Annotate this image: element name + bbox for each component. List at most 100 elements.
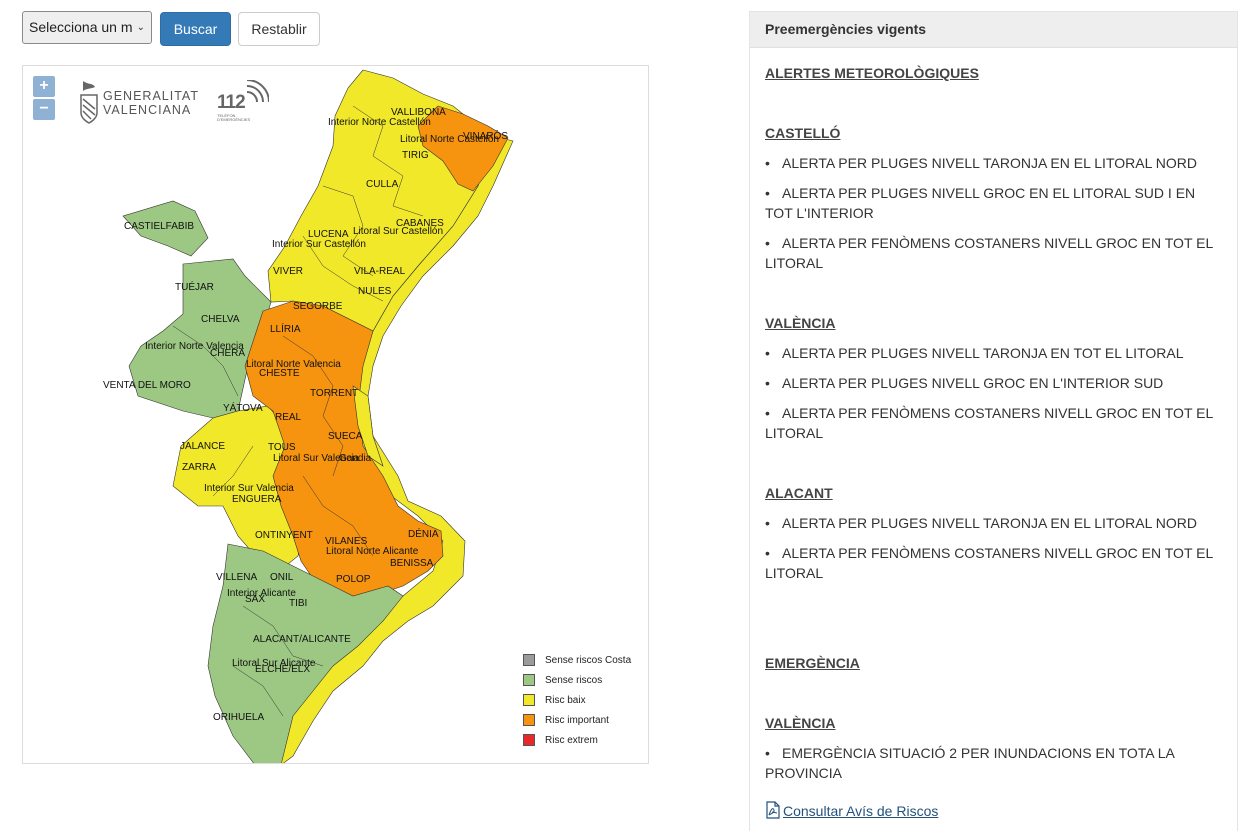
alert-text: ALERTA PER FENÒMENS COSTANERS NIVELL GRO…: [765, 545, 1213, 581]
panel-title: Preemergències vigents: [750, 12, 1237, 48]
legend-swatch: [523, 734, 535, 746]
alert-text: ALERTA PER PLUGES NIVELL GROC EN EL LITO…: [765, 185, 1196, 221]
alert-item: • ALERTA PER FENÒMENS COSTANERS NIVELL GR…: [765, 403, 1225, 443]
map-label: SEGORBE: [293, 301, 343, 312]
legend-swatch: [523, 694, 535, 706]
map-label: VINARÒS: [463, 131, 509, 142]
map-label: TIBI: [289, 598, 308, 609]
legend-swatch: [523, 714, 535, 726]
risk-notice-link-text: Consultar Avís de Riscos: [783, 803, 939, 819]
alerts-heading: ALERTES METEOROLÒGIQUES: [765, 65, 979, 81]
map-label: Interior Sur Castellón: [272, 239, 366, 250]
map-label: Litoral Norte Valencia: [246, 359, 341, 370]
map-label: LLÍRIA: [270, 324, 301, 335]
valencia-heading: VALÈNCIA: [765, 315, 836, 331]
map-label: Interior Norte Valencia: [145, 341, 244, 352]
bullet: •: [765, 545, 770, 561]
emergency-112-logo: 112 TELÈFON D'EMERGÈNCIES: [217, 80, 269, 128]
pdf-icon: [766, 801, 780, 819]
map-label: TIRIG: [402, 150, 429, 161]
map-label: VILA-REAL: [354, 266, 406, 277]
legend-swatch: [523, 654, 535, 666]
legend-label: Risc baix: [545, 695, 586, 706]
search-button[interactable]: Buscar: [160, 12, 231, 46]
logo-line-1: GENERALITAT: [103, 89, 199, 103]
generalitat-shield-icon: [80, 81, 98, 124]
risk-map[interactable]: + − GENERALITAT VALENCIANA 112 TELÈFON D…: [22, 65, 649, 764]
map-label: CHESTE: [259, 368, 300, 379]
preemergencies-panel: Preemergències vigents ALERTES METEOROLÒ…: [749, 11, 1238, 831]
emergency-valencia-heading: VALÈNCIA: [765, 715, 836, 731]
legend-swatch: [523, 674, 535, 686]
municipality-select[interactable]: Selecciona un m ⌄: [22, 11, 152, 44]
map-label: CASTIELFABIB: [124, 221, 195, 232]
bullet: •: [765, 375, 770, 391]
zoom-out-button[interactable]: −: [33, 99, 55, 120]
zone-alicante: [207, 543, 404, 763]
legend-label: Sense riscos: [545, 675, 603, 686]
alacant-heading: ALACANT: [765, 485, 833, 501]
zone-coastal-valencia: [352, 385, 384, 467]
alert-item: • ALERTA PER PLUGES NIVELL GROC EN L'INTE…: [765, 373, 1225, 393]
map-label: Interior Alicante: [227, 588, 296, 599]
map-label: POLOP: [336, 574, 371, 585]
map-label: ELCHE/ELX: [255, 664, 311, 675]
alert-item: • ALERTA PER PLUGES NIVELL TARONJA EN EL …: [765, 153, 1225, 173]
map-label: VILANES: [325, 536, 368, 547]
logo-112-number: 112: [217, 92, 246, 113]
signal-waves-icon: [246, 80, 269, 103]
map-label: ONIL: [270, 572, 294, 583]
map-label: Gandia: [339, 453, 372, 464]
legend-label: Sense riscos Costa: [545, 655, 632, 666]
generalitat-valenciana-logo: GENERALITAT VALENCIANA: [79, 79, 199, 127]
map-label: BENISSA: [390, 558, 434, 569]
zoom-in-button[interactable]: +: [33, 76, 55, 97]
map-label: CHERA: [210, 348, 246, 359]
map-label: CHELVA: [201, 314, 240, 325]
zone-litoral-valencia: [244, 300, 444, 597]
map-label: ENGUERA: [232, 494, 282, 505]
map-label: Litoral Norte Alicante: [326, 546, 419, 557]
alert-item: • ALERTA PER PLUGES NIVELL GROC EN EL LIT…: [765, 183, 1225, 223]
map-label: JALANCE: [180, 441, 226, 452]
legend-label: Risc extrem: [545, 735, 598, 746]
map-label: Interior Sur Valencia: [204, 483, 294, 494]
legend-label: Risc important: [545, 715, 609, 726]
map-label: VIVER: [273, 266, 304, 277]
risk-notice-link[interactable]: Consultar Avís de Riscos: [765, 801, 938, 819]
logo-line-2: VALENCIANA: [103, 103, 192, 117]
alert-text: ALERTA PER PLUGES NIVELL TARONJA EN EL L…: [782, 515, 1197, 531]
alert-text: ALERTA PER PLUGES NIVELL TARONJA EN TOT …: [782, 345, 1184, 361]
map-label: Litoral Norte Castellón: [400, 134, 499, 145]
map-label: REAL: [275, 412, 302, 423]
emergency-item: • EMERGÈNCIA SITUACIÓ 2 PER INUNDACIONS E…: [765, 743, 1225, 783]
municipality-select-value: Selecciona un m: [29, 19, 133, 35]
map-label: Litoral Sur Alicante: [232, 658, 316, 669]
map-label: ALACANT/ALICANTE: [253, 634, 351, 645]
bullet: •: [765, 745, 770, 761]
map-label: LUCENA: [308, 229, 349, 240]
map-label: TORRENT: [310, 388, 359, 399]
bullet: •: [765, 515, 770, 531]
map-label: ONTINYENT: [255, 530, 313, 541]
bullet: •: [765, 155, 770, 171]
zone-castielfabib: [122, 200, 209, 257]
map-label: YÁTOVA: [223, 403, 263, 414]
map-label: ORIHUELA: [213, 712, 265, 723]
map-label: Interior Norte Castellón: [328, 117, 431, 128]
alert-item: • ALERTA PER PLUGES NIVELL TARONJA EN EL …: [765, 513, 1225, 533]
map-label: VALLIBONA: [391, 107, 446, 118]
map-label: NULES: [358, 286, 392, 297]
map-label: VENTA DEL MORO: [103, 380, 191, 391]
alert-item: • ALERTA PER PLUGES NIVELL TARONJA EN TOT…: [765, 343, 1225, 363]
map-label: CULLA: [366, 179, 399, 190]
map-label: VILLENA: [216, 572, 258, 583]
map-label: SAX: [245, 594, 266, 605]
bullet: •: [765, 235, 770, 251]
reset-button[interactable]: Restablir: [238, 12, 320, 46]
emergency-text: EMERGÈNCIA SITUACIÓ 2 PER INUNDACIONS EN…: [765, 745, 1175, 781]
bullet: •: [765, 345, 770, 361]
alert-item: • ALERTA PER FENÒMENS COSTANERS NIVELL GR…: [765, 543, 1225, 583]
bullet: •: [765, 185, 770, 201]
logo-112-subtitle: TELÈFON D'EMERGÈNCIES: [217, 113, 251, 122]
